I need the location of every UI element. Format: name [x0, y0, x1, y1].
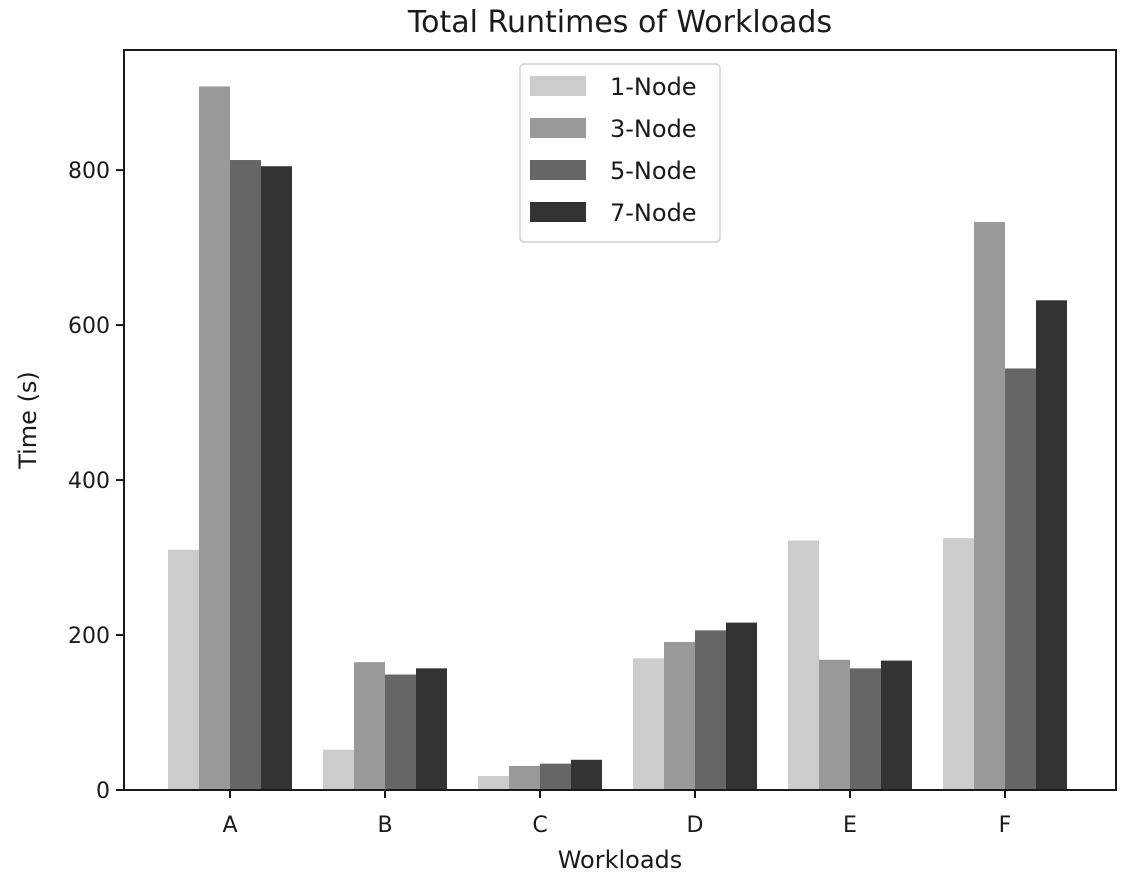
bar-1-node-c — [478, 776, 509, 790]
bar-5-node-b — [385, 674, 416, 790]
bar-3-node-c — [509, 765, 540, 790]
bar-5-node-d — [695, 630, 726, 790]
bar-7-node-b — [416, 668, 447, 790]
y-tick-label: 600 — [68, 314, 110, 339]
bar-7-node-a — [261, 166, 292, 791]
legend-box — [519, 63, 721, 243]
bar-5-node-f — [1005, 368, 1036, 790]
y-tick-label: 800 — [68, 159, 110, 184]
bar-3-node-e — [819, 659, 850, 790]
ticks-layer: A B C D E F 0 200 400 600 800 — [68, 159, 1011, 838]
bar-1-node-d — [633, 658, 664, 790]
bar-7-node-d — [726, 622, 757, 790]
x-tick-label: D — [687, 813, 704, 838]
bar-1-node-b — [323, 749, 354, 790]
bar-5-node-c — [540, 763, 571, 790]
y-axis-label: Time (s) — [14, 371, 42, 470]
bar-1-node-e — [788, 540, 819, 790]
bar-5-node-a — [230, 160, 261, 790]
bar-3-node-a — [199, 86, 230, 791]
legend-swatch-3-node — [530, 118, 586, 138]
plot-frame — [123, 49, 1117, 791]
bars-layer — [168, 86, 1067, 791]
legend-label-7-node: 7-Node — [610, 199, 697, 227]
x-tick-label: B — [377, 813, 392, 838]
legend-swatch-1-node — [530, 76, 586, 96]
x-tick-label: F — [999, 813, 1012, 838]
legend-label-1-node: 1-Node — [610, 73, 697, 101]
bar-3-node-d — [664, 642, 695, 790]
bar-3-node-b — [354, 662, 385, 790]
bar-3-node-f — [974, 222, 1005, 790]
bar-1-node-f — [943, 538, 974, 790]
legend-swatch-7-node — [530, 202, 586, 222]
x-tick-label: A — [222, 813, 237, 838]
chart-title: Total Runtimes of Workloads — [407, 5, 832, 40]
y-tick-label: 200 — [68, 624, 110, 649]
legend-swatch-5-node — [530, 160, 586, 180]
x-tick-label: E — [843, 813, 857, 838]
x-tick-label: C — [532, 813, 547, 838]
legend: 1-Node 3-Node 5-Node 7-Node — [519, 63, 721, 243]
bar-7-node-c — [571, 759, 602, 790]
legend-label-3-node: 3-Node — [610, 115, 697, 143]
y-tick-label: 400 — [68, 469, 110, 494]
bar-7-node-f — [1036, 300, 1067, 790]
bar-1-node-a — [168, 549, 199, 790]
legend-label-5-node: 5-Node — [610, 157, 697, 185]
y-tick-label: 0 — [96, 779, 110, 804]
bar-7-node-e — [881, 660, 912, 790]
bar-5-node-e — [850, 668, 881, 790]
x-axis-label: Workloads — [558, 846, 683, 874]
